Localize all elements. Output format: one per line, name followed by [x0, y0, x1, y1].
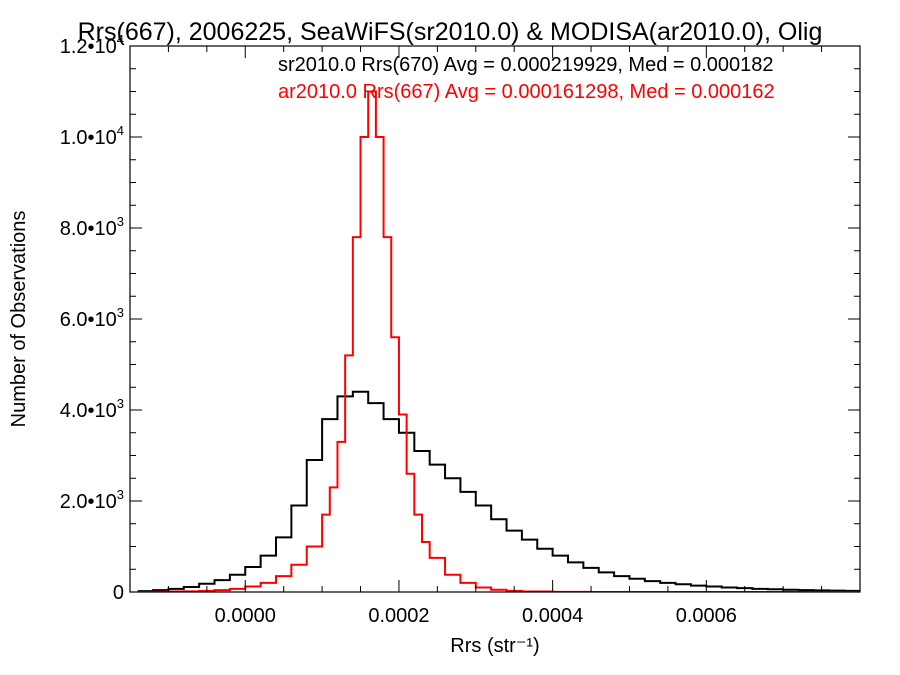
x-axis: 0.0000 0.0002 0.0004 0.0006: [167, 46, 823, 627]
y-tick-label-3: 6.0•103: [60, 305, 124, 331]
x-tick-label-2: 0.0004: [522, 605, 583, 627]
y-tick-label-0: 0: [113, 582, 124, 604]
series-line-0: [137, 390, 860, 592]
legend-entry-black: sr2010.0 Rrs(670) Avg = 0.000219929, Med…: [278, 54, 774, 76]
y-tick-label-5: 1.0•104: [60, 123, 124, 149]
legend-entry-red: ar2010.0 Rrs(667) Avg = 0.000161298, Med…: [278, 81, 775, 103]
y-tick-label-2: 4.0•103: [60, 396, 124, 422]
y-axis: 0 2.0•103 4.0•103 6.0•103 8.0•103 1.0•104 1.2•…: [60, 32, 860, 604]
x-tick-label-0: 0.0000: [215, 605, 276, 627]
y-tick-label-4: 8.0•103: [60, 214, 124, 240]
x-tick-label-1: 0.0002: [368, 605, 429, 627]
plot-frame: [129, 45, 861, 593]
y-tick-label-6: 1.2•104: [60, 32, 124, 58]
y-axis-label: Number of Observations: [8, 211, 30, 428]
y-tick-label-1: 2.0•103: [60, 487, 124, 513]
series-line-1: [137, 90, 860, 592]
x-tick-label-3: 0.0006: [676, 605, 737, 627]
x-axis-label: Rrs (str⁻¹): [450, 635, 539, 657]
legend: sr2010.0 Rrs(670) Avg = 0.000219929, Med…: [278, 54, 775, 103]
chart-title: Rrs(667), 2006225, SeaWiFS(sr2010.0) & M…: [78, 18, 823, 46]
